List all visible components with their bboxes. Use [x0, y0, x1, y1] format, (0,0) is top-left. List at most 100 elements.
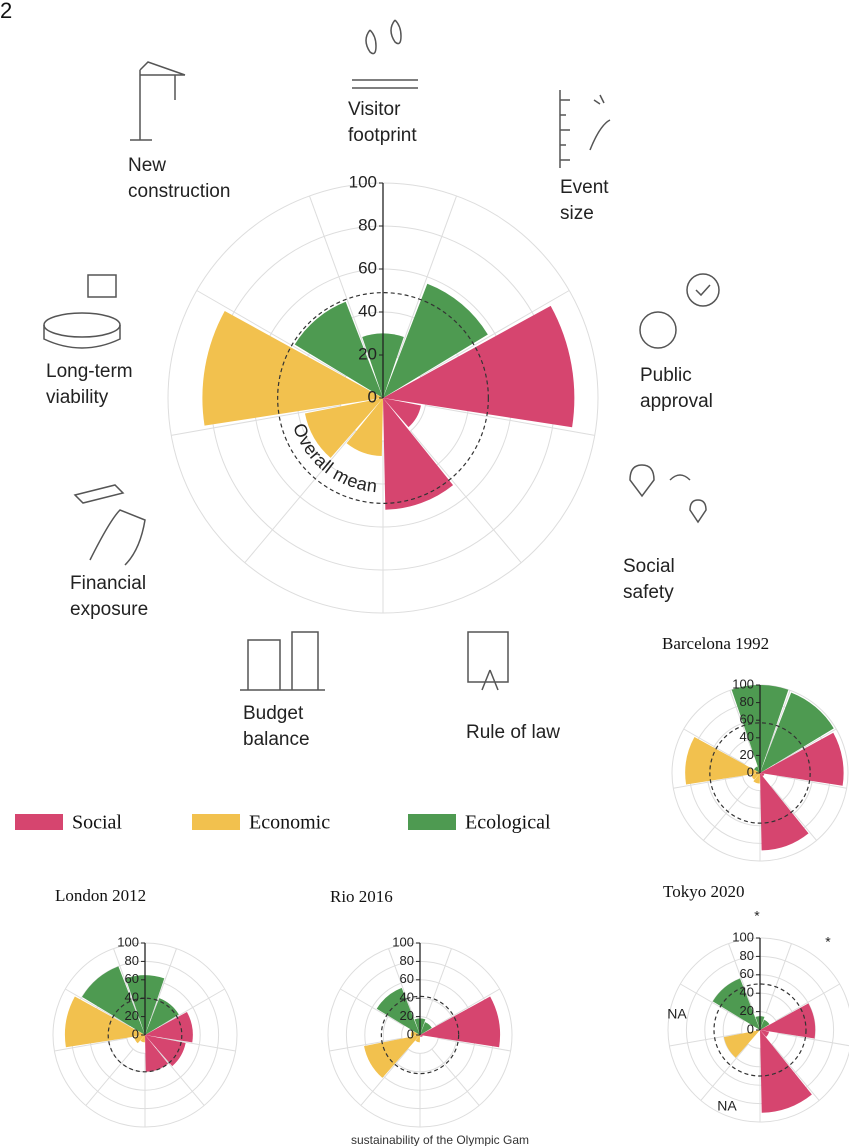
- spoke: [771, 1043, 820, 1101]
- annotation: NA: [667, 1006, 687, 1022]
- spoke: [113, 948, 140, 1018]
- spoke: [669, 1032, 742, 1047]
- icon-budget: [240, 631, 325, 691]
- r-tick-label: 0: [407, 1026, 414, 1041]
- wedge: [760, 732, 844, 786]
- spoke: [765, 690, 791, 757]
- r-tick-label: 80: [400, 953, 414, 968]
- icon-face: [639, 311, 677, 349]
- category-label: Public approval: [640, 365, 713, 412]
- spoke: [425, 948, 452, 1018]
- spoke: [171, 404, 341, 436]
- wedge: [760, 692, 834, 773]
- spoke: [329, 1037, 402, 1052]
- spoke: [683, 728, 746, 765]
- wedge: [145, 998, 179, 1035]
- wedge: [760, 773, 765, 777]
- icon-law: [467, 631, 509, 691]
- spoke: [54, 1037, 127, 1052]
- r-tick-label: 40: [740, 985, 754, 1000]
- category-label: Financial exposure: [70, 573, 149, 620]
- spoke: [340, 988, 405, 1027]
- icon-safety: [629, 464, 707, 524]
- icon-footprint: [352, 19, 418, 89]
- spoke: [388, 948, 415, 1018]
- wedge: [383, 283, 488, 398]
- spoke: [438, 1037, 511, 1052]
- wedge: [140, 1035, 145, 1043]
- spoke: [360, 1048, 409, 1106]
- chart-title: Barcelona 1992: [662, 634, 769, 653]
- r-tick-label: 100: [349, 172, 377, 191]
- category-label: Long-term viability: [46, 361, 133, 408]
- r-tick-label: 40: [358, 301, 377, 320]
- r-tick-label: 80: [740, 948, 754, 963]
- page-number: 2: [0, 0, 12, 23]
- wedge: [294, 301, 383, 398]
- wedge: [145, 1035, 169, 1072]
- wedge: [420, 1035, 423, 1038]
- wedge: [145, 1011, 193, 1043]
- wedge: [346, 398, 383, 457]
- r-tick-label: 20: [740, 747, 754, 762]
- r-tick-label: 60: [358, 258, 377, 277]
- icon-crane: [130, 61, 186, 141]
- r-tick-label: 0: [368, 387, 377, 406]
- spoke: [160, 988, 225, 1027]
- wedge: [420, 1022, 432, 1035]
- r-tick-label: 40: [400, 990, 414, 1005]
- legend-swatch: [408, 814, 456, 830]
- mean-circle: [380, 995, 460, 1075]
- legend-swatch: [15, 814, 63, 830]
- r-tick-label: 100: [732, 929, 754, 944]
- wedge: [760, 1019, 770, 1030]
- wedge: [420, 1035, 422, 1037]
- wedge: [753, 773, 760, 784]
- wedge: [304, 398, 383, 458]
- footer-text: sustainability of the Olympic Gam: [351, 1133, 529, 1146]
- spoke: [150, 948, 177, 1018]
- spoke: [765, 943, 792, 1013]
- mean-circle: [709, 722, 811, 824]
- icon-check: [695, 284, 711, 297]
- spoke: [777, 775, 847, 789]
- spoke: [419, 290, 570, 377]
- wedge: [202, 310, 383, 426]
- category-label: Visitor footprint: [348, 99, 417, 146]
- icon-stadium: [43, 312, 121, 338]
- annotation: *: [754, 908, 760, 924]
- spoke: [700, 1043, 749, 1101]
- category-label: Event size: [560, 177, 609, 224]
- r-tick-label: 20: [400, 1008, 414, 1023]
- wedge: [82, 966, 145, 1035]
- wedge: [753, 766, 760, 773]
- r-tick-label: 20: [358, 344, 377, 363]
- r-tick-label: 0: [132, 1026, 139, 1041]
- spoke: [410, 430, 522, 564]
- wedge: [376, 987, 420, 1035]
- r-tick-label: 60: [125, 971, 139, 986]
- spoke: [770, 786, 817, 841]
- spoke: [163, 1037, 236, 1052]
- mean-circle: [107, 997, 183, 1073]
- wedge: [420, 996, 501, 1048]
- spoke: [244, 430, 356, 564]
- spoke: [435, 988, 500, 1027]
- r-tick-label: 40: [740, 729, 754, 744]
- legend-swatch: [192, 814, 240, 830]
- spoke: [397, 195, 458, 358]
- r-tick-label: 80: [358, 215, 377, 234]
- wedge: [64, 996, 145, 1048]
- spoke: [431, 1048, 480, 1106]
- wedge: [685, 736, 760, 785]
- spoke: [778, 1032, 849, 1047]
- legend-label: Social: [72, 812, 122, 834]
- category-label: Budget balance: [243, 703, 310, 750]
- chart-title: London 2012: [55, 886, 146, 905]
- spoke: [196, 290, 347, 377]
- spoke: [728, 943, 755, 1013]
- r-tick-label: 0: [747, 764, 754, 779]
- r-tick-label: 0: [747, 1021, 754, 1036]
